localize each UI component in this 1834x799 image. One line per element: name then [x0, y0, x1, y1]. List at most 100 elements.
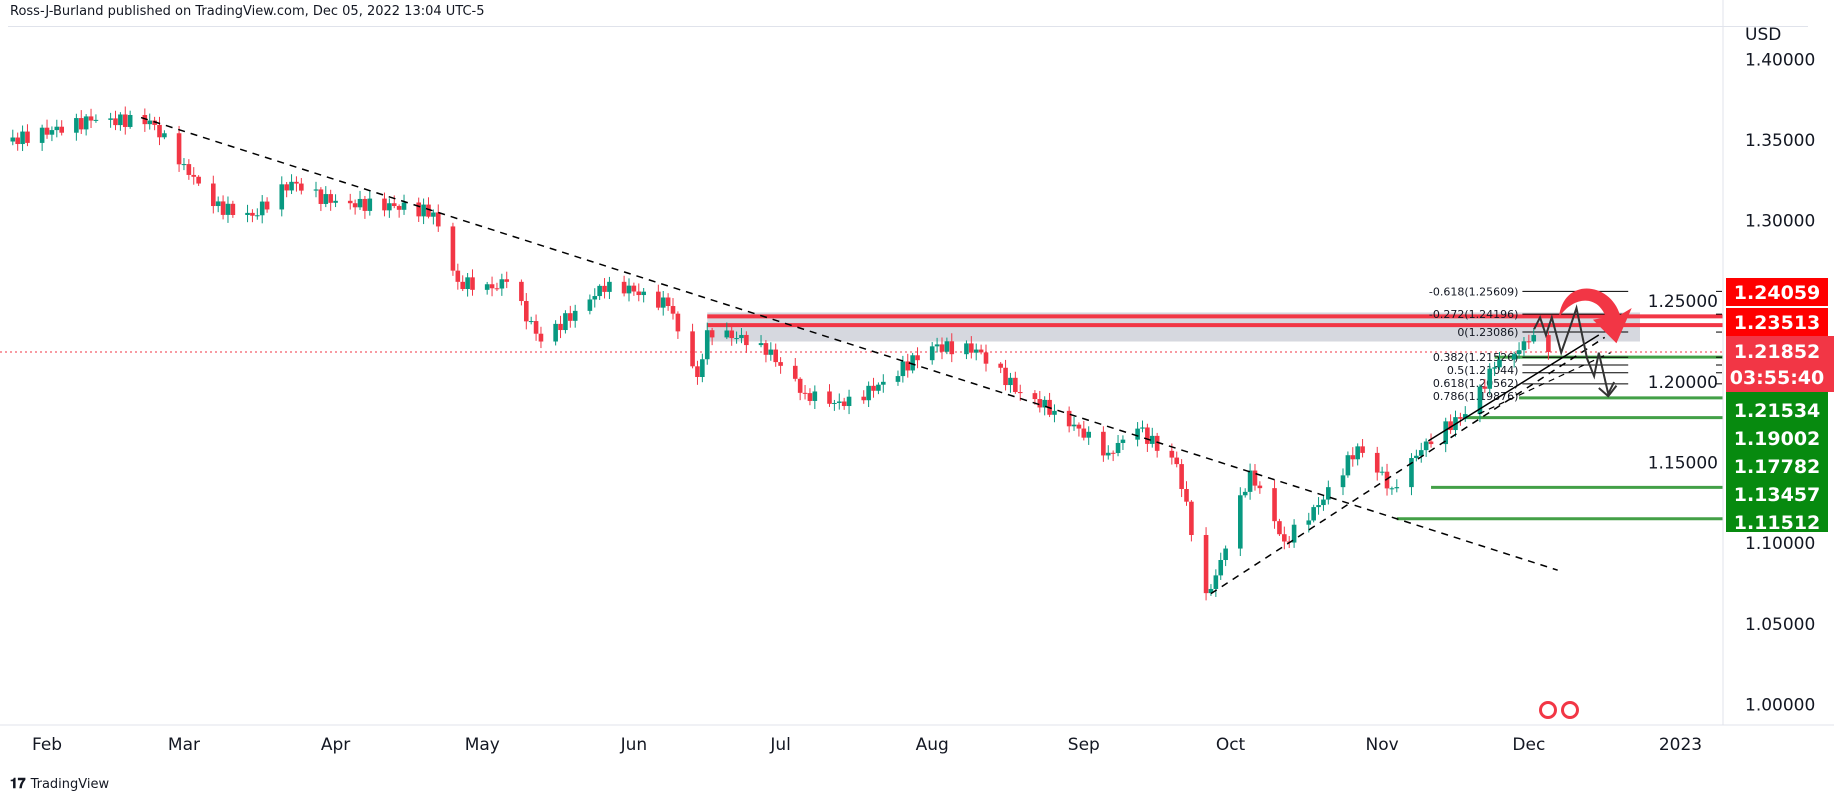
time-axis[interactable]: Feb Mar Apr May Jun Jul Aug Sep Oct Nov Dec 2023	[32, 735, 1702, 755]
price-tick-label: 1.35000	[1745, 131, 1815, 151]
candle-body	[1013, 377, 1018, 393]
candle-body	[665, 297, 671, 307]
candle-body	[704, 330, 710, 360]
candle-body	[1526, 341, 1532, 343]
time-tick-label: Dec	[1512, 735, 1545, 755]
candle-body	[792, 365, 798, 379]
candle-body	[660, 297, 666, 308]
candle-body	[1203, 535, 1209, 594]
candle-body	[1443, 421, 1449, 445]
candle-body	[973, 349, 979, 353]
candle-body	[1223, 548, 1228, 560]
candle-body	[186, 164, 192, 175]
candle-body	[1321, 499, 1326, 506]
candle-body	[1174, 457, 1180, 465]
candle-body	[1042, 399, 1047, 408]
candle-body	[1105, 452, 1111, 456]
candle-body	[876, 384, 881, 391]
time-tick-label: Sep	[1068, 735, 1100, 755]
candle-body	[807, 393, 813, 401]
candle-body	[1511, 354, 1517, 360]
event-flags-icon[interactable]	[1539, 701, 1579, 719]
candle-body	[220, 201, 226, 215]
candle-body	[1257, 485, 1263, 489]
candle-body	[1492, 367, 1497, 369]
candle-body	[1448, 421, 1453, 431]
candle-body	[289, 181, 294, 191]
price-labels: 1.24059 1.23513 1.21852 03:55:40 1.21534 1.19…	[1726, 278, 1834, 534]
candle-body	[910, 355, 915, 371]
candle-body	[1340, 475, 1346, 488]
candle-body	[1066, 410, 1072, 427]
candle-body	[983, 352, 989, 364]
candle-body	[74, 118, 79, 133]
header-divider	[8, 26, 1808, 27]
candle-body	[528, 321, 534, 323]
candle-body	[1282, 534, 1287, 542]
candle-body	[435, 212, 441, 227]
candle-body	[523, 301, 529, 322]
candle-body	[157, 124, 162, 138]
time-tick-label: Oct	[1216, 735, 1246, 755]
candle-body	[1458, 417, 1463, 419]
candle-body	[998, 363, 1003, 368]
candle-body	[900, 361, 906, 377]
candle-body	[538, 333, 544, 342]
candle-body	[1291, 524, 1297, 543]
candle-body	[494, 288, 500, 290]
curved-arrow-icon	[1558, 288, 1632, 344]
candle-body	[841, 401, 847, 407]
candle-body	[230, 203, 236, 215]
price-tick-label: 1.05000	[1745, 615, 1815, 635]
candle-body	[978, 349, 984, 353]
candle-body	[1497, 359, 1502, 368]
candle-body	[1277, 521, 1282, 535]
candle-body	[939, 344, 945, 352]
candle-body	[211, 183, 216, 207]
tradingview-footer[interactable]: 𝟏𝟕 TradingView	[10, 776, 109, 792]
level-lines-layer: -0.618(1.25609) -0.272(1.24196) 0(1.23086)…	[0, 285, 1723, 521]
candle-body	[1355, 446, 1360, 460]
candle-body	[929, 346, 935, 361]
candle-body	[367, 198, 373, 211]
candle-body	[122, 114, 128, 127]
candle-body	[895, 376, 901, 382]
candle-body	[832, 402, 837, 404]
price-tick-label: 1.15000	[1648, 453, 1718, 473]
time-tick-label: 2023	[1659, 735, 1702, 755]
current-price-box	[1726, 336, 1834, 392]
fib-level-label: 0.618(1.20562)	[1433, 377, 1519, 390]
candle-body	[333, 200, 338, 203]
candle-body	[294, 181, 299, 184]
candle-body	[245, 212, 250, 215]
candle-body	[1409, 458, 1414, 488]
candle-body	[1477, 386, 1483, 415]
candle-body	[1218, 559, 1224, 576]
candle-body	[352, 203, 358, 208]
candle-body	[1140, 427, 1145, 429]
uptrend-support-line	[1427, 334, 1600, 442]
candle-body	[553, 323, 558, 342]
candle-body	[709, 330, 715, 338]
candle-body	[1374, 452, 1380, 473]
candle-body	[225, 203, 231, 215]
time-tick-label: Mar	[168, 735, 200, 755]
candle-body	[1394, 487, 1400, 489]
candle-body	[1326, 487, 1331, 500]
candle-body	[313, 189, 319, 191]
candle-body	[1487, 368, 1493, 389]
price-tick-label: 1.40000	[1745, 50, 1815, 70]
candle-body	[1311, 507, 1316, 521]
candle-body	[431, 212, 436, 217]
candle-body	[1037, 399, 1043, 408]
candle-body	[215, 201, 221, 207]
time-tick-label: Jul	[769, 735, 791, 755]
candle-body	[259, 201, 265, 216]
candle-body	[1423, 441, 1429, 451]
price-axis[interactable]: 1.40000 1.35000 1.30000 1.25000 1.20000 1.150…	[1648, 50, 1816, 715]
candle-body	[1482, 386, 1488, 389]
price-tick-label: 1.20000	[1648, 373, 1718, 393]
candle-body	[641, 291, 646, 296]
candle-body	[318, 189, 324, 204]
